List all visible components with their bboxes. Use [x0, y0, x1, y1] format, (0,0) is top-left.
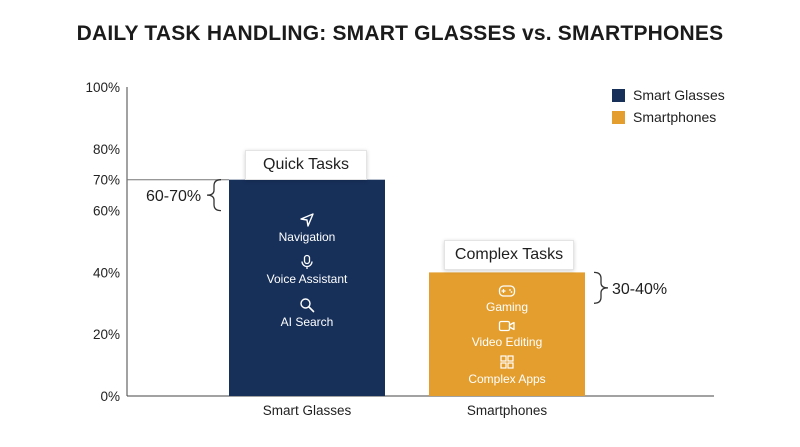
x-tick-label-smartphones: Smartphones [466, 403, 548, 418]
item-label: Complex Apps [468, 372, 546, 386]
legend-swatch-smartphones [612, 110, 625, 124]
item-gaming: Gaming [427, 284, 587, 314]
item-label: Video Editing [471, 335, 543, 349]
legend: Smart Glasses Smartphones [612, 84, 725, 128]
y-tick-label: 60% [93, 204, 120, 219]
bar-smartphones [429, 272, 585, 396]
item-video-editing: Video Editing [427, 319, 587, 349]
item-complex-apps: Complex Apps [427, 354, 587, 386]
y-tick-label: 20% [93, 327, 120, 342]
y-tick-label: 40% [93, 265, 120, 280]
legend-item-smartphones: Smartphones [612, 106, 725, 128]
y-tick-label: 80% [93, 142, 120, 157]
complex-tasks-tag: Complex Tasks [444, 240, 574, 270]
item-label: Navigation [278, 230, 336, 244]
legend-swatch-smart-glasses [612, 88, 625, 102]
search-icon [300, 298, 315, 313]
legend-label-smartphones: Smartphones [633, 109, 717, 125]
y-tick-label: 0% [100, 389, 120, 404]
microphone-icon [301, 254, 313, 269]
legend-item-smart-glasses: Smart Glasses [612, 84, 725, 106]
range-label-smartphones: 30-40% [612, 281, 668, 298]
item-ai-search: AI Search [227, 297, 387, 329]
item-voice-assistant: Voice Assistant [227, 254, 387, 286]
item-navigation: Navigation [227, 212, 387, 244]
gamepad-icon [498, 285, 516, 297]
brace-smartphones [593, 271, 609, 304]
x-tick-label-smart-glasses: Smart Glasses [262, 403, 352, 418]
item-label: AI Search [280, 315, 334, 329]
brace-smart-glasses [206, 179, 222, 212]
range-label-smart-glasses: 60-70% [146, 188, 202, 205]
legend-label-smart-glasses: Smart Glasses [633, 87, 725, 103]
video-camera-icon [498, 320, 515, 332]
item-label: Gaming [485, 300, 529, 314]
y-tick-label: 100% [85, 80, 120, 95]
navigation-arrow-icon [300, 213, 314, 227]
quick-tasks-tag: Quick Tasks [245, 150, 367, 180]
chart-title: DAILY TASK HANDLING: SMART GLASSES vs. S… [76, 22, 724, 45]
apps-grid-icon [500, 355, 514, 369]
item-label: Voice Assistant [266, 272, 348, 286]
y-tick-label: 70% [93, 173, 120, 188]
